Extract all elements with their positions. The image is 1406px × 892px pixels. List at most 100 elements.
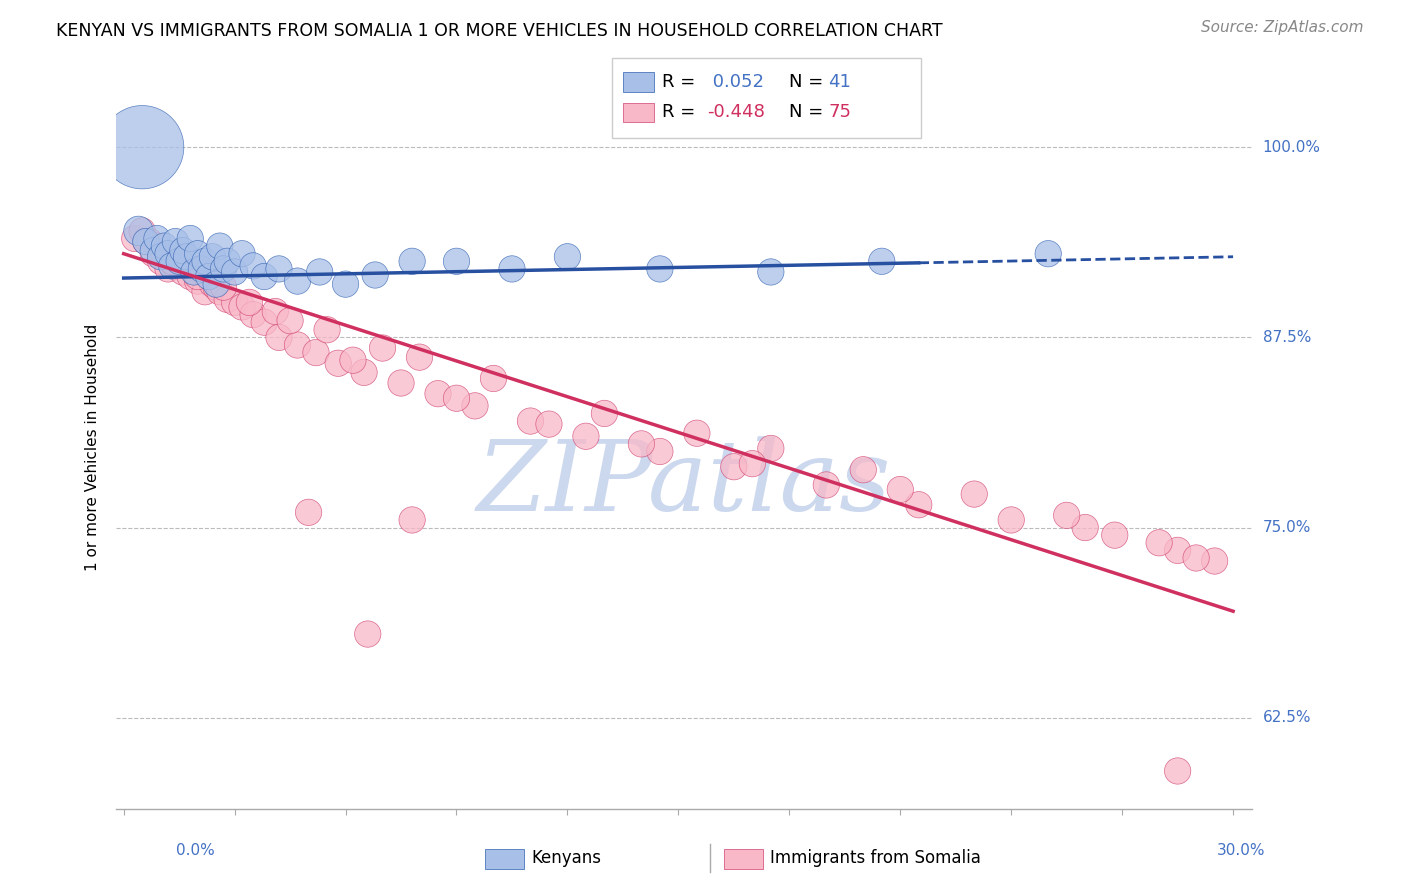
Point [153, 246, 176, 260]
Text: 62.5%: 62.5% [1263, 710, 1312, 725]
Point [537, 417, 560, 431]
Point [167, 250, 190, 264]
Point [224, 265, 246, 279]
Text: 0.0%: 0.0% [176, 843, 215, 858]
Point [242, 259, 264, 273]
Point [194, 254, 217, 268]
Point [138, 235, 160, 249]
Text: Immigrants from Somalia: Immigrants from Somalia [770, 849, 981, 867]
Point [194, 285, 217, 299]
Point [157, 261, 180, 276]
Point [183, 265, 205, 279]
Point [172, 244, 194, 258]
Point [308, 265, 330, 279]
Point [287, 274, 309, 288]
Point [165, 259, 187, 273]
Point [231, 300, 253, 314]
Point [759, 442, 782, 456]
Point [201, 250, 224, 264]
Text: 100.0%: 100.0% [1263, 140, 1320, 154]
Point [146, 231, 169, 245]
Text: R =: R = [662, 73, 702, 91]
Point [238, 295, 260, 310]
Point [575, 429, 598, 443]
Point [153, 239, 176, 253]
Text: -0.448: -0.448 [707, 103, 765, 121]
Point [146, 239, 169, 253]
Point [187, 246, 209, 260]
Point [187, 274, 209, 288]
Point [852, 463, 875, 477]
Point [212, 261, 235, 276]
Point [1147, 535, 1170, 549]
Point [408, 350, 430, 364]
Point [253, 269, 276, 284]
Point [1167, 764, 1189, 778]
Point [1204, 554, 1226, 568]
Point [759, 265, 782, 279]
Point [1104, 528, 1126, 542]
Point [131, 140, 153, 154]
Text: 75: 75 [828, 103, 851, 121]
Point [212, 280, 235, 294]
Text: 30.0%: 30.0% [1218, 843, 1265, 858]
Point [167, 254, 190, 268]
Point [648, 444, 671, 458]
Point [205, 280, 228, 294]
Point [278, 313, 301, 327]
Point [179, 269, 201, 284]
Point [371, 341, 394, 355]
Point [630, 437, 652, 451]
Point [1167, 543, 1189, 558]
Point [142, 246, 165, 260]
Point [723, 459, 745, 474]
Point [1074, 520, 1097, 534]
Point [963, 487, 986, 501]
Point [253, 315, 276, 329]
Point [131, 224, 153, 238]
Text: N =: N = [789, 103, 828, 121]
Point [242, 308, 264, 322]
Point [1056, 508, 1078, 523]
Point [179, 231, 201, 245]
Point [149, 250, 172, 264]
Point [1185, 551, 1208, 566]
Point [815, 478, 838, 492]
Point [124, 231, 146, 245]
Point [267, 261, 290, 276]
Point [197, 269, 219, 284]
Point [287, 338, 309, 352]
Text: R =: R = [662, 103, 702, 121]
Point [364, 268, 387, 282]
Point [172, 265, 194, 279]
Point [482, 371, 505, 385]
Point [157, 246, 180, 260]
Point [208, 239, 231, 253]
Point [464, 399, 486, 413]
Point [160, 259, 183, 273]
Point [907, 498, 929, 512]
Text: Kenyans: Kenyans [531, 849, 602, 867]
Point [160, 254, 183, 268]
Point [870, 254, 893, 268]
Text: 75.0%: 75.0% [1263, 520, 1310, 535]
Point [389, 376, 412, 390]
Point [328, 356, 350, 370]
Point [197, 269, 219, 284]
Point [401, 254, 423, 268]
Point [201, 277, 224, 292]
Point [224, 295, 246, 310]
Text: KENYAN VS IMMIGRANTS FROM SOMALIA 1 OR MORE VEHICLES IN HOUSEHOLD CORRELATION CH: KENYAN VS IMMIGRANTS FROM SOMALIA 1 OR M… [56, 22, 943, 40]
Point [335, 277, 357, 292]
Point [446, 254, 468, 268]
Point [267, 330, 290, 344]
Point [357, 627, 380, 641]
Point [305, 345, 328, 359]
Point [686, 426, 709, 441]
Text: 41: 41 [828, 73, 851, 91]
Point [1038, 246, 1060, 260]
Point [160, 250, 183, 264]
Point [183, 261, 205, 276]
Point [165, 235, 187, 249]
Point [149, 254, 172, 268]
